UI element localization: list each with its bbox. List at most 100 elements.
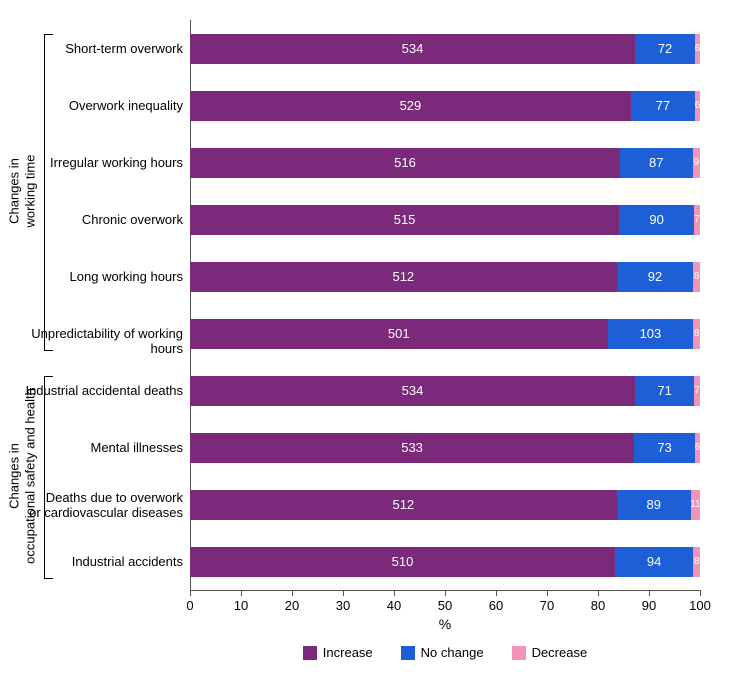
- y-axis-label: Unpredictability of working hours: [3, 326, 183, 357]
- bar-value-label: 11: [690, 499, 700, 510]
- bar-segment-increase: 516: [190, 148, 620, 178]
- x-tick-label: 0: [186, 598, 193, 613]
- bar-value-label: 534: [402, 41, 424, 56]
- bar-value-label: 6: [695, 43, 701, 54]
- y-label-line: Chronic overwork: [82, 212, 183, 227]
- bar-segment-decrease: 8: [693, 262, 700, 292]
- plot-area: 5347265297765168795159075129285011038534…: [190, 20, 700, 590]
- legend-label: No change: [421, 645, 484, 660]
- bar-segment-increase: 501: [190, 319, 608, 349]
- bar-segment-no_change: 72: [635, 34, 695, 64]
- group-bracket: [44, 34, 53, 351]
- x-tick: [700, 590, 701, 596]
- bar-value-label: 73: [657, 440, 671, 455]
- bar-value-label: 8: [694, 271, 700, 282]
- bar-value-label: 89: [647, 497, 661, 512]
- y-label-line: Short-term overwork: [65, 41, 183, 56]
- bar-value-label: 103: [640, 326, 662, 341]
- bar-value-label: 71: [657, 383, 671, 398]
- x-tick: [598, 590, 599, 596]
- y-label-line: Irregular working hours: [50, 155, 183, 170]
- y-axis-label: Long working hours: [3, 269, 183, 285]
- legend-label: Decrease: [532, 645, 588, 660]
- bar-value-label: 72: [658, 41, 672, 56]
- bar-value-label: 87: [649, 155, 663, 170]
- bar-row: 512 92 8: [190, 262, 700, 292]
- x-tick-label: 90: [642, 598, 656, 613]
- x-tick-label: 100: [689, 598, 711, 613]
- bar-segment-decrease: 8: [693, 547, 700, 577]
- bar-row: 534 71 7: [190, 376, 700, 406]
- bar-segment-no_change: 89: [617, 490, 691, 520]
- x-tick-label: 70: [540, 598, 554, 613]
- bar-row: 534 72 6: [190, 34, 700, 64]
- bar-value-label: 77: [656, 98, 670, 113]
- bar-segment-increase: 515: [190, 205, 619, 235]
- bar-segment-increase: 529: [190, 91, 631, 121]
- bar-segment-decrease: 11: [691, 490, 700, 520]
- bar-segment-no_change: 71: [635, 376, 694, 406]
- bar-value-label: 7: [694, 385, 700, 396]
- bar-row: 501 103 8: [190, 319, 700, 349]
- bar-value-label: 8: [694, 556, 700, 567]
- bar-value-label: 92: [648, 269, 662, 284]
- bar-value-label: 7: [694, 214, 700, 225]
- legend-label: Increase: [323, 645, 373, 660]
- bar-segment-no_change: 73: [634, 433, 695, 463]
- x-tick: [190, 590, 191, 596]
- x-tick: [649, 590, 650, 596]
- x-tick: [343, 590, 344, 596]
- stacked-bar-chart: 5347265297765168795159075129285011038534…: [0, 0, 733, 676]
- y-label-line: Mental illnesses: [91, 440, 184, 455]
- bar-value-label: 515: [394, 212, 416, 227]
- bar-row: 516 87 9: [190, 148, 700, 178]
- bar-value-label: 94: [647, 554, 661, 569]
- bar-segment-no_change: 87: [620, 148, 693, 178]
- legend-item-decrease: Decrease: [512, 645, 588, 660]
- bar-segment-no_change: 92: [617, 262, 694, 292]
- bar-value-label: 510: [392, 554, 414, 569]
- bar-value-label: 534: [402, 383, 424, 398]
- bar-value-label: 512: [392, 269, 414, 284]
- bar-segment-decrease: 9: [693, 148, 701, 178]
- bar-segment-decrease: 6: [695, 91, 700, 121]
- bar-value-label: 6: [695, 442, 701, 453]
- bar-value-label: 9: [693, 157, 699, 168]
- y-label-line: Unpredictability of working hours: [31, 326, 183, 357]
- bar-segment-no_change: 90: [619, 205, 694, 235]
- x-tick: [445, 590, 446, 596]
- bar-segment-no_change: 77: [631, 91, 695, 121]
- group-bracket: [44, 376, 53, 579]
- bar-value-label: 90: [649, 212, 663, 227]
- bar-segment-increase: 534: [190, 376, 635, 406]
- legend-swatch: [512, 646, 526, 660]
- y-axis-label: Overwork inequality: [3, 98, 183, 114]
- legend-item-no_change: No change: [401, 645, 484, 660]
- x-tick: [292, 590, 293, 596]
- bar-segment-decrease: 6: [695, 433, 700, 463]
- bar-segment-decrease: 7: [694, 205, 700, 235]
- x-tick-label: 40: [387, 598, 401, 613]
- x-tick: [394, 590, 395, 596]
- bar-segment-no_change: 103: [608, 319, 694, 349]
- y-label-line: Long working hours: [70, 269, 183, 284]
- x-tick: [547, 590, 548, 596]
- bar-row: 533 73 6: [190, 433, 700, 463]
- bar-segment-decrease: 6: [695, 34, 700, 64]
- bar-segment-increase: 533: [190, 433, 634, 463]
- bar-segment-no_change: 94: [615, 547, 693, 577]
- bar-segment-decrease: 8: [693, 319, 700, 349]
- legend-item-increase: Increase: [303, 645, 373, 660]
- bar-segment-increase: 534: [190, 34, 635, 64]
- y-label-line: Overwork inequality: [69, 98, 183, 113]
- bar-value-label: 512: [392, 497, 414, 512]
- x-axis-title: %: [190, 616, 700, 632]
- bar-value-label: 529: [400, 98, 422, 113]
- bar-value-label: 501: [388, 326, 410, 341]
- bar-row: 515 90 7: [190, 205, 700, 235]
- bar-value-label: 533: [401, 440, 423, 455]
- bar-row: 510 94 8: [190, 547, 700, 577]
- x-tick-label: 80: [591, 598, 605, 613]
- x-tick-label: 10: [234, 598, 248, 613]
- bar-segment-decrease: 7: [694, 376, 700, 406]
